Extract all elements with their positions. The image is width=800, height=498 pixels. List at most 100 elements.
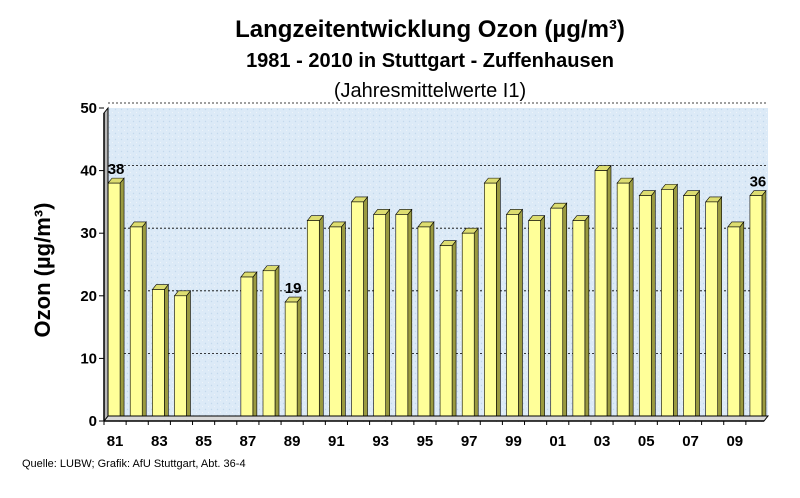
data-label: 38 [108,161,125,178]
bar-side [650,189,656,422]
bar [572,214,590,422]
bar-front [484,182,497,422]
bar-side [496,177,501,422]
gridlines [108,102,768,354]
plot-wall [108,108,768,416]
bar-front [461,232,475,422]
bar-side [341,221,346,422]
data-label: 36 [750,174,767,191]
x-tick-label: 81 [107,433,124,450]
bar [660,183,679,422]
bar-front [306,220,320,422]
bar [350,196,369,422]
bar-side [407,208,413,422]
y-tick-label: 20 [80,288,97,305]
chart-subtitle: 1981 - 2010 in Stuttgart - Zuffenhausen [246,50,614,72]
bar [705,196,723,422]
bar-side [562,202,568,422]
x-tick-label: 85 [195,433,212,450]
bar-side [186,289,191,422]
bar-front [638,195,652,422]
ozone-bar-chart: 0 10 20 30 40 50 81 83 85 87 89 91 93 95 97 99 01 03 05 07… [30,100,770,450]
bar [173,289,192,422]
y-tick-label: 0 [89,413,97,430]
x-tick-label: 89 [284,433,301,450]
bar-front [129,226,143,422]
bar [107,177,125,422]
bar-front [107,182,121,422]
bar-front [329,226,342,422]
bar-front [705,201,718,422]
x-tick-label: 87 [240,433,257,450]
bar-front [417,226,431,422]
bar [616,177,634,422]
bar-front [572,220,586,422]
bar [682,189,701,422]
bar-front [284,301,298,422]
bar-front [373,214,386,422]
bar-side [385,208,390,422]
bar-side [695,189,700,422]
bar [395,208,413,422]
y-tick-label: 30 [80,225,97,242]
x-tick-label: 01 [549,433,566,450]
bar-front [550,207,564,422]
bar [550,202,568,422]
plot-background [108,108,768,416]
bar [461,227,479,422]
source-note: Quelle: LUBW; Grafik: AfU Stuttgart, Abt… [22,458,246,470]
bar-side [141,221,147,422]
bar [284,296,302,422]
x-tick-label: 83 [151,433,168,450]
bar-side [252,271,258,422]
bar [483,177,501,422]
x-tick-label: 05 [638,433,655,450]
bar-front [683,195,696,422]
x-tick-label: 99 [505,433,522,450]
y-tick-label: 10 [80,350,97,367]
bar [373,208,391,422]
data-labels: 38 19 36 [108,161,767,297]
bar-side [606,164,612,422]
bar-front [727,226,741,422]
bar-side [518,208,523,422]
bar [417,221,435,422]
chart-subtitle-2: (Jahresmittelwerte I1) [333,80,527,102]
bar [527,214,546,422]
bar-side [164,283,169,422]
x-tick-labels: 81 83 85 87 89 91 93 95 97 99 01 03 05 07 09 [103,421,747,450]
bar-side [473,227,479,422]
bar-side [584,214,590,422]
bar-side [429,221,435,422]
chart-title: Langzeitentwicklung Ozon (µg/m³) [235,16,625,43]
bar-front [351,201,364,422]
bar-front [749,195,763,422]
bar [439,239,457,422]
bar-side [628,177,634,422]
data-label: 19 [285,280,302,297]
y-tick-labels: 0 10 20 30 40 50 [80,100,104,430]
x-tick-label: 91 [328,433,345,450]
bar-side [318,214,324,422]
x-tick-label: 93 [372,433,389,450]
bar-front [174,295,187,422]
x-tick-label: 07 [682,433,699,450]
bar [328,221,347,422]
x-tick-label: 09 [726,433,743,450]
bar [638,189,656,422]
bar [727,221,745,422]
bar [306,214,324,422]
bar-front [616,182,630,422]
y-tick-label: 40 [80,163,97,180]
bar-front [152,289,165,422]
bars [107,164,767,422]
x-tick-label: 95 [417,433,434,450]
bar-front [395,214,409,422]
bar-front [661,189,674,422]
bar-side [296,296,302,422]
bar [594,164,612,422]
bar [505,208,524,422]
bar-front [528,220,541,422]
bar-side [761,189,767,422]
bar [240,271,258,422]
